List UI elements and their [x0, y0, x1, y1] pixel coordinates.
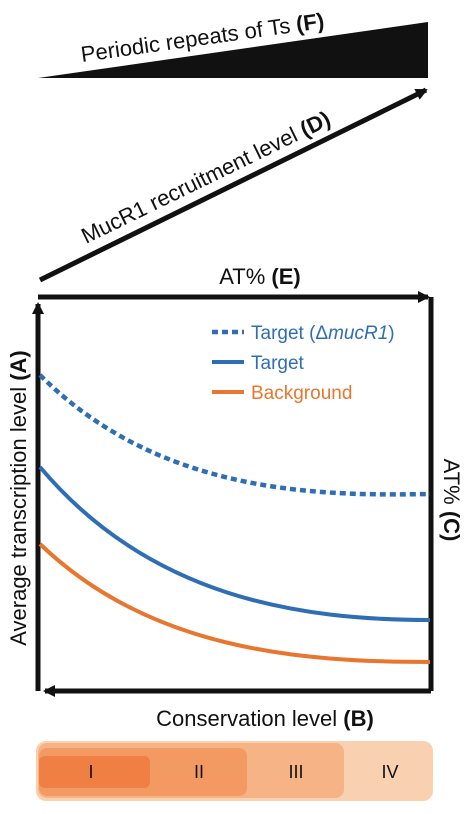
- legend-label-target: Target: [251, 353, 305, 374]
- legend-label-background: Background: [251, 383, 352, 404]
- band-label-iv: IV: [381, 762, 398, 782]
- target-curve: [38, 465, 431, 622]
- target-mucr1-curve: [38, 373, 431, 497]
- conservation-bands: I II III IV: [36, 741, 433, 801]
- legend: Target (ΔmucR1) Target Background: [212, 323, 395, 404]
- periodic-repeats-wedge: [38, 22, 428, 78]
- x-axis-label: Conservation level (B): [156, 706, 374, 731]
- legend-label-target-mucr1: Target (ΔmucR1): [251, 323, 395, 344]
- background-curve: [38, 542, 431, 664]
- band-label-iii: III: [288, 762, 303, 782]
- band-label-ii: II: [194, 762, 204, 782]
- mucr1-recruitment-label: MucR1 recruitment level (D): [77, 106, 334, 249]
- mucr1-recruitment-arrow: [38, 87, 428, 283]
- y-axis-label: Average transcription level (A): [6, 350, 31, 646]
- band-label-i: I: [88, 762, 93, 782]
- band-i: [39, 756, 150, 788]
- at-top-label: AT% (E): [219, 264, 301, 289]
- at-right-label: AT% (C): [439, 459, 464, 542]
